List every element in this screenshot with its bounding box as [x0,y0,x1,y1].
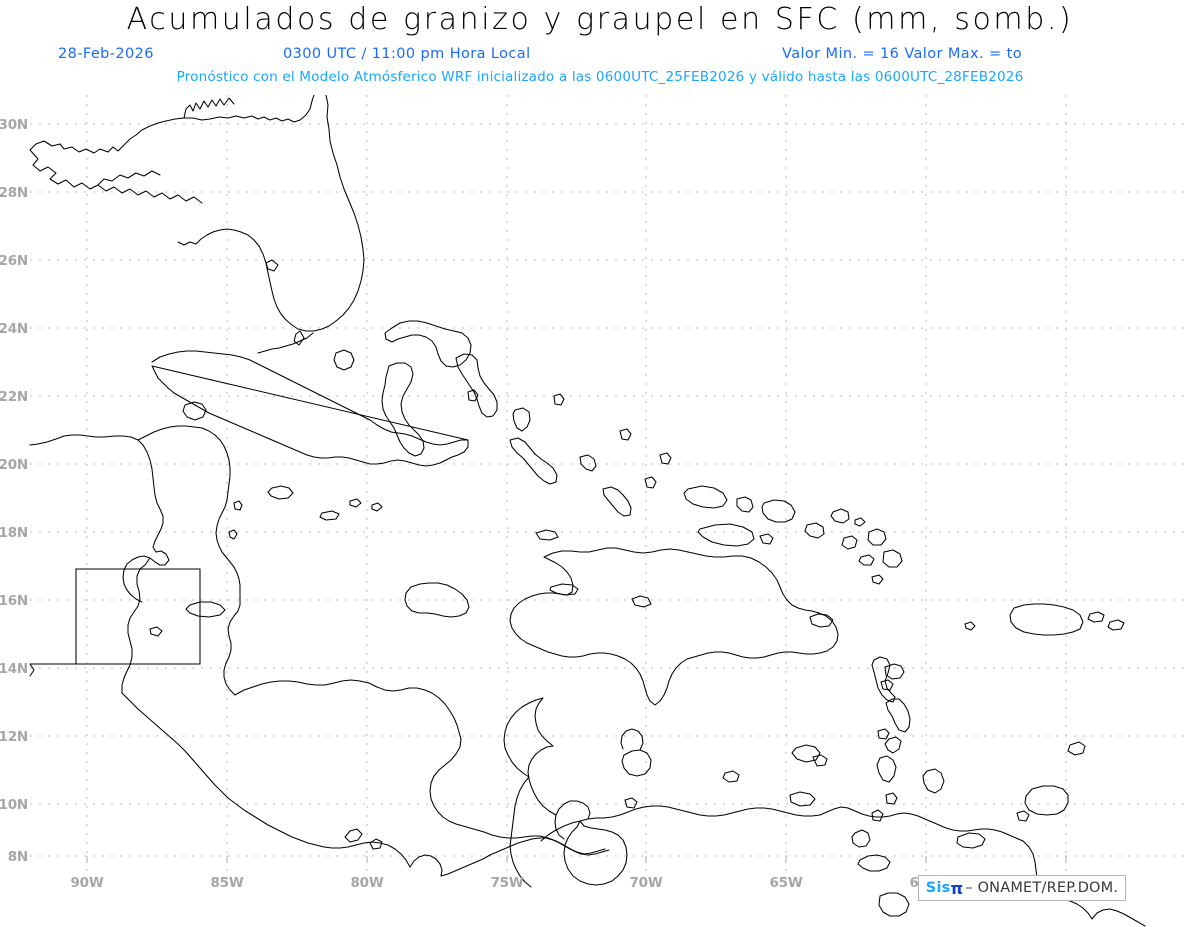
ytick-label-20n: 20N [0,457,28,473]
ytick-label-22n: 22N [0,389,28,405]
forecast-time: 0300 UTC / 11:00 pm Hora Local [283,46,531,62]
xtick-label-90w: 90W [70,875,104,891]
page-title: Acumulados de granizo y graupel en SFC (… [126,2,1074,37]
attribution-logo-box: Sis π – ONAMET/REP.DOM. [918,875,1126,901]
map-plot-area: 30N 28N 26N 24N 22N 20N 18N 16N 14N 12N … [0,95,1200,927]
ytick-label-14n: 14N [0,661,28,677]
ytick-label-16n: 16N [0,593,28,609]
header: Acumulados de granizo y graupel en SFC (… [0,0,1200,95]
coastline-north-america [29,95,365,371]
model-description: Pronóstico con el Modelo Atmósferico WRF… [176,69,1024,85]
forecast-date: 28-Feb-2026 [58,46,154,62]
value-min-max: Valor Min. = 16 Valor Max. = to [782,46,1022,62]
coastline-bahamas [381,320,825,547]
ytick-label-10n: 10N [0,797,28,813]
pi-logo-icon: π [950,878,964,898]
coastline-central-america [29,425,610,877]
coastline-lesser-antilles [830,508,986,872]
ytick-label-18n: 18N [0,525,28,541]
ytick-label-28n: 28N [0,185,28,201]
axis-ticks [86,856,1067,863]
xtick-label-70w: 70W [629,875,663,891]
ytick-label-8n: 8N [7,849,28,865]
coastline-small-islands [149,485,383,637]
latitude-gridlines [30,123,1188,857]
coastline-south-america [503,697,1146,927]
map-canvas [29,95,1188,927]
xtick-label-75w: 75W [490,875,524,891]
ytick-label-12n: 12N [0,729,28,745]
xtick-label-80w: 80W [350,875,384,891]
coastline-greater-antilles [151,350,1125,706]
sis-logo-text: Sis [925,880,951,896]
ytick-label-30n: 30N [0,117,28,133]
ytick-label-26n: 26N [0,253,28,269]
organization-label: – ONAMET/REP.DOM. [965,880,1119,896]
longitude-gridlines [86,95,1067,885]
xtick-label-85w: 85W [210,875,244,891]
xtick-label-65w: 65W [769,875,803,891]
ytick-label-24n: 24N [0,321,28,337]
